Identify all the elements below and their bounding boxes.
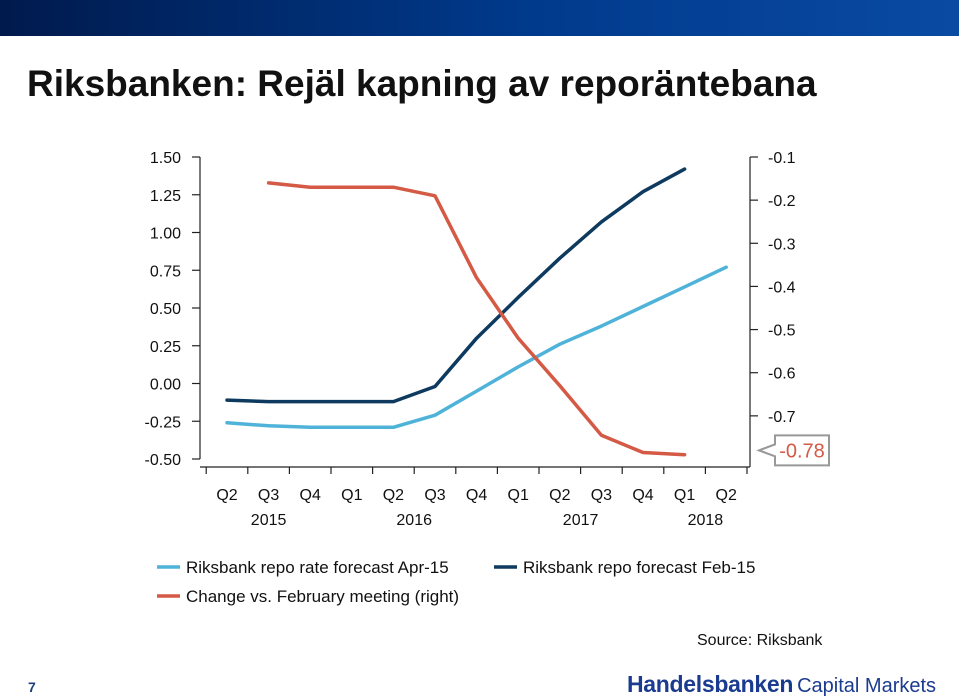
left-tick-label: 1.25 bbox=[150, 188, 181, 205]
callout-box bbox=[756, 434, 830, 467]
chart-axes bbox=[199, 157, 751, 468]
right-tick-label: -0.1 bbox=[768, 150, 796, 167]
right-tick-label: -0.4 bbox=[768, 279, 796, 296]
page-title: Riksbanken: Rejäl kapning av reporänteba… bbox=[27, 63, 817, 104]
x-tick-label: Q2 bbox=[383, 487, 404, 504]
legend-label: Riksbank repo forecast Feb-15 bbox=[523, 558, 755, 577]
right-tick-label: -0.2 bbox=[768, 193, 796, 210]
x-year-label: 2018 bbox=[688, 512, 724, 529]
x-tick-label: Q2 bbox=[716, 487, 737, 504]
x-tick-label: Q2 bbox=[549, 487, 570, 504]
x-tick-label: Q3 bbox=[591, 487, 612, 504]
callout-label: -0.78 bbox=[779, 440, 825, 462]
x-tick-label: Q4 bbox=[300, 487, 321, 504]
x-year-label: 2017 bbox=[563, 512, 599, 529]
left-tick-label: 0.75 bbox=[150, 263, 181, 280]
left-tick-label: 1.50 bbox=[150, 150, 181, 167]
brand-name: Handelsbanken bbox=[627, 671, 794, 697]
left-tick-label: 0.00 bbox=[150, 377, 181, 394]
x-tick-label: Q3 bbox=[424, 487, 445, 504]
series-lines bbox=[225, 167, 728, 457]
right-tick-label: -0.5 bbox=[768, 323, 796, 340]
legend-label: Riksbank repo rate forecast Apr-15 bbox=[186, 558, 449, 577]
x-tick-label: Q1 bbox=[341, 487, 362, 504]
x-tick-label: Q3 bbox=[258, 487, 279, 504]
chart-legend: Riksbank repo rate forecast Apr-15 Riksba… bbox=[157, 558, 755, 606]
header-bar bbox=[0, 0, 959, 36]
x-tick-label: Q1 bbox=[674, 487, 695, 504]
series-line bbox=[225, 167, 687, 404]
right-tick-label: -0.7 bbox=[768, 409, 796, 426]
legend-label: Change vs. February meeting (right) bbox=[186, 587, 459, 606]
series-line bbox=[266, 181, 687, 457]
right-axis-ticks: -0.1 -0.2 -0.3 -0.4 -0.5 -0.6 -0.7 bbox=[750, 150, 796, 426]
x-axis-year-labels: 2015 2016 2017 2018 bbox=[251, 512, 723, 529]
value-callout: -0.78 bbox=[756, 434, 830, 467]
left-tick-label: 0.25 bbox=[150, 339, 181, 356]
page-number: 7 bbox=[28, 679, 36, 695]
left-axis-ticks: 1.50 1.25 1.00 0.75 0.50 0.25 0.00 -0.25 -0.50 bbox=[145, 150, 200, 469]
right-tick-label: -0.6 bbox=[768, 366, 796, 383]
source-note: Source: Riksbank bbox=[697, 632, 823, 649]
right-tick-label: -0.3 bbox=[768, 236, 796, 253]
x-axis-ticks: Q2 Q3 Q4 Q1 Q2 Q3 Q4 Q1 Q2 Q3 Q4 Q1 Q2 bbox=[205, 467, 748, 504]
brand-logo: Handelsbanken Capital Markets bbox=[627, 671, 936, 698]
x-tick-label: Q4 bbox=[632, 487, 653, 504]
x-year-label: 2015 bbox=[251, 512, 287, 529]
x-tick-label: Q1 bbox=[508, 487, 529, 504]
left-tick-label: -0.25 bbox=[145, 414, 182, 431]
x-tick-label: Q2 bbox=[216, 487, 237, 504]
brand-subtitle: Capital Markets bbox=[797, 675, 937, 697]
x-tick-label: Q4 bbox=[466, 487, 487, 504]
left-tick-label: 0.50 bbox=[150, 301, 181, 318]
left-tick-label: 1.00 bbox=[150, 226, 181, 243]
series-line bbox=[225, 265, 728, 430]
left-tick-label: -0.50 bbox=[145, 452, 182, 469]
x-year-label: 2016 bbox=[396, 512, 432, 529]
